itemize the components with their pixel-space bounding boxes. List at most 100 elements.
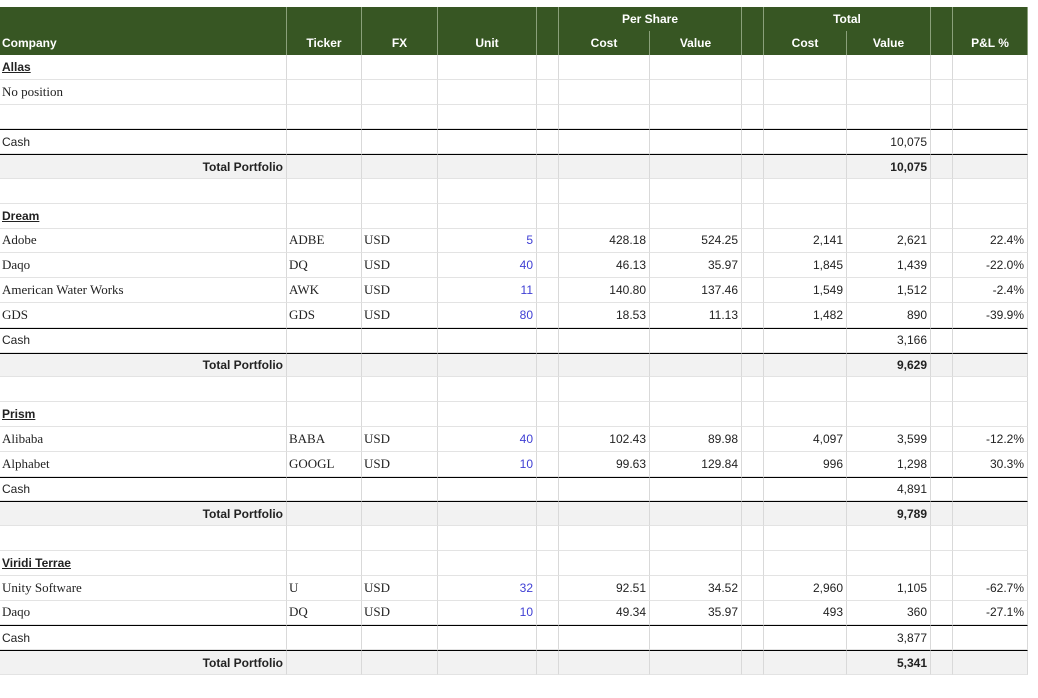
cell-fx[interactable]: USD bbox=[362, 451, 438, 477]
cell-ps-cost[interactable] bbox=[559, 154, 650, 179]
cell-company[interactable] bbox=[0, 179, 287, 204]
cell-gap2[interactable] bbox=[742, 402, 764, 427]
cell-gap2[interactable] bbox=[742, 79, 764, 105]
cell-ps-value[interactable] bbox=[650, 377, 742, 403]
cell-t-value[interactable]: 1,298 bbox=[847, 451, 931, 477]
cell-gap1[interactable] bbox=[537, 129, 559, 155]
cell-gap3[interactable] bbox=[931, 526, 953, 551]
cell-ticker[interactable]: DQ bbox=[287, 600, 362, 626]
cell-unit[interactable] bbox=[438, 55, 537, 80]
header-cell[interactable] bbox=[438, 7, 537, 31]
cell-pnl[interactable]: -12.2% bbox=[953, 427, 1028, 452]
cell-unit[interactable] bbox=[438, 650, 537, 675]
cell-gap1[interactable] bbox=[537, 253, 559, 279]
cell-ps-value[interactable] bbox=[650, 476, 742, 502]
cell-gap1[interactable] bbox=[537, 600, 559, 626]
cell-unit[interactable] bbox=[438, 476, 537, 502]
cell-t-cost[interactable]: 996 bbox=[764, 451, 847, 477]
cell-company[interactable]: GDS bbox=[0, 303, 287, 328]
cell-fx[interactable] bbox=[362, 154, 438, 179]
cell-unit[interactable]: 80 bbox=[438, 303, 537, 328]
cell-ticker[interactable] bbox=[287, 352, 362, 378]
cell-ticker[interactable] bbox=[287, 625, 362, 651]
cell-ps-value[interactable]: 129.84 bbox=[650, 451, 742, 477]
cell-fx[interactable] bbox=[362, 526, 438, 551]
header-total-cost[interactable]: Cost bbox=[764, 31, 847, 55]
cell-gap3[interactable] bbox=[931, 327, 953, 353]
cell-t-cost[interactable] bbox=[764, 551, 847, 576]
cell-ticker[interactable]: BABA bbox=[287, 427, 362, 452]
cell-pnl[interactable] bbox=[953, 104, 1028, 130]
cell-ticker[interactable] bbox=[287, 501, 362, 527]
cell-ps-cost[interactable]: 428.18 bbox=[559, 228, 650, 254]
cell-company[interactable]: Total Portfolio bbox=[0, 154, 287, 179]
cell-gap3[interactable] bbox=[931, 501, 953, 527]
cell-pnl[interactable] bbox=[953, 377, 1028, 403]
cell-t-value[interactable]: 890 bbox=[847, 303, 931, 328]
cell-t-cost[interactable] bbox=[764, 203, 847, 229]
cell-t-cost[interactable] bbox=[764, 179, 847, 204]
cell-gap3[interactable] bbox=[931, 154, 953, 179]
cell-unit[interactable]: 32 bbox=[438, 575, 537, 601]
cell-t-cost[interactable] bbox=[764, 55, 847, 80]
cell-ps-cost[interactable]: 99.63 bbox=[559, 451, 650, 477]
header-cell[interactable] bbox=[742, 7, 764, 31]
cell-ticker[interactable]: GOOGL bbox=[287, 451, 362, 477]
cell-pnl[interactable]: 22.4% bbox=[953, 228, 1028, 254]
cell-gap1[interactable] bbox=[537, 501, 559, 527]
cell-unit[interactable] bbox=[438, 104, 537, 130]
cell-gap2[interactable] bbox=[742, 451, 764, 477]
header-cell[interactable] bbox=[537, 31, 559, 55]
cell-gap1[interactable] bbox=[537, 303, 559, 328]
cell-t-cost[interactable] bbox=[764, 154, 847, 179]
cell-t-cost[interactable] bbox=[764, 129, 847, 155]
cell-ps-value[interactable] bbox=[650, 79, 742, 105]
cell-t-cost[interactable] bbox=[764, 625, 847, 651]
cell-ticker[interactable] bbox=[287, 526, 362, 551]
header-total-value[interactable]: Value bbox=[847, 31, 931, 55]
cell-ticker[interactable] bbox=[287, 104, 362, 130]
cell-gap3[interactable] bbox=[931, 79, 953, 105]
cell-company[interactable]: Alphabet bbox=[0, 451, 287, 477]
cell-t-value[interactable]: 3,166 bbox=[847, 327, 931, 353]
cell-t-value[interactable] bbox=[847, 55, 931, 80]
cell-gap3[interactable] bbox=[931, 600, 953, 626]
header-cell[interactable] bbox=[287, 7, 362, 31]
cell-ps-cost[interactable]: 49.34 bbox=[559, 600, 650, 626]
cell-gap2[interactable] bbox=[742, 377, 764, 403]
cell-company[interactable]: Prism bbox=[0, 402, 287, 427]
cell-gap2[interactable] bbox=[742, 55, 764, 80]
cell-ticker[interactable] bbox=[287, 551, 362, 576]
cell-ticker[interactable] bbox=[287, 55, 362, 80]
cell-gap3[interactable] bbox=[931, 551, 953, 576]
cell-ps-value[interactable] bbox=[650, 104, 742, 130]
cell-ticker[interactable]: ADBE bbox=[287, 228, 362, 254]
cell-gap3[interactable] bbox=[931, 650, 953, 675]
cell-ps-cost[interactable]: 140.80 bbox=[559, 278, 650, 303]
cell-company[interactable] bbox=[0, 377, 287, 403]
cell-unit[interactable] bbox=[438, 203, 537, 229]
cell-unit[interactable]: 40 bbox=[438, 427, 537, 452]
cell-unit[interactable] bbox=[438, 179, 537, 204]
cell-company[interactable] bbox=[0, 104, 287, 130]
cell-t-value[interactable]: 1,512 bbox=[847, 278, 931, 303]
header-cell[interactable] bbox=[931, 31, 953, 55]
cell-ps-value[interactable]: 89.98 bbox=[650, 427, 742, 452]
cell-ps-cost[interactable] bbox=[559, 79, 650, 105]
cell-ps-cost[interactable]: 92.51 bbox=[559, 575, 650, 601]
cell-ticker[interactable]: GDS bbox=[287, 303, 362, 328]
cell-fx[interactable]: USD bbox=[362, 575, 438, 601]
cell-ticker[interactable]: U bbox=[287, 575, 362, 601]
cell-t-cost[interactable]: 4,097 bbox=[764, 427, 847, 452]
cell-pnl[interactable] bbox=[953, 55, 1028, 80]
cell-fx[interactable] bbox=[362, 79, 438, 105]
header-cell[interactable] bbox=[953, 7, 1028, 31]
cell-pnl[interactable] bbox=[953, 625, 1028, 651]
cell-t-cost[interactable] bbox=[764, 104, 847, 130]
cell-pnl[interactable] bbox=[953, 476, 1028, 502]
cell-t-cost[interactable]: 1,845 bbox=[764, 253, 847, 279]
cell-gap3[interactable] bbox=[931, 427, 953, 452]
cell-ps-cost[interactable] bbox=[559, 476, 650, 502]
cell-ticker[interactable] bbox=[287, 79, 362, 105]
cell-ps-value[interactable]: 35.97 bbox=[650, 600, 742, 626]
